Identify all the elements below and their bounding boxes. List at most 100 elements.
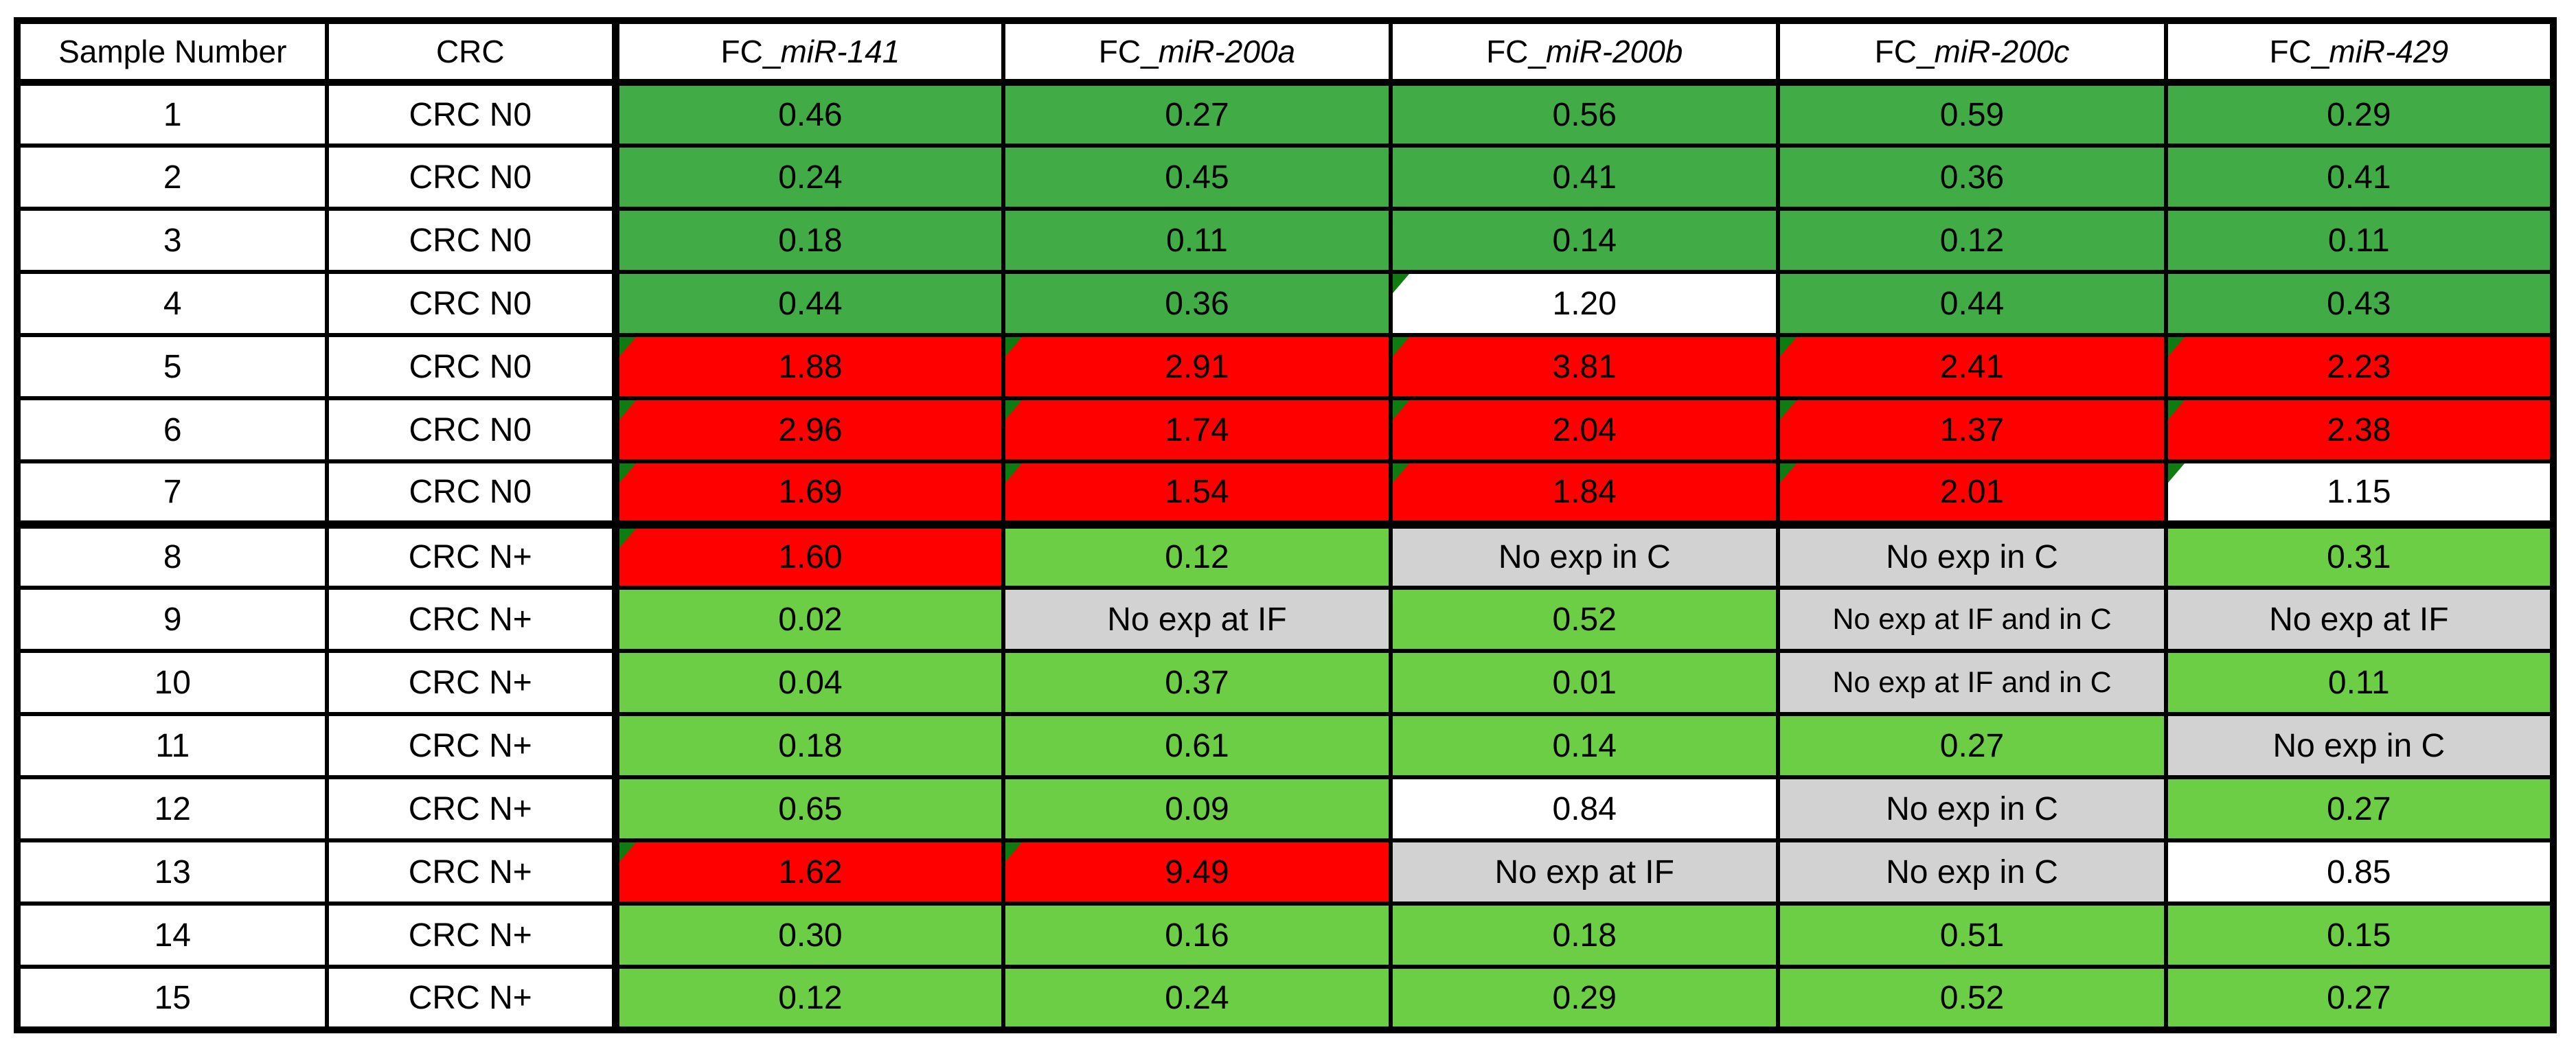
- cell-value: 0.16: [1165, 917, 1229, 954]
- table-row: 7 CRC N0 1.69 1.54 1.84 2.01 1.15: [15, 459, 2556, 529]
- fold-change-cell: No exp at IF and in C: [1776, 649, 2168, 716]
- header-fc-mir-429: FC_miR-429: [2163, 19, 2556, 86]
- table-row: 15 CRC N+ 0.12 0.24 0.29 0.52 0.27: [15, 965, 2556, 1032]
- crc-status-cell: CRC N+: [324, 838, 620, 906]
- fold-change-cell: 0.36: [1001, 270, 1393, 337]
- cell-value: 0.36: [1939, 159, 2005, 196]
- cell-value: 2.96: [778, 411, 843, 448]
- corner-wedge-icon: [1395, 276, 1410, 293]
- cell-value: 0.09: [1165, 790, 1229, 827]
- cell-value: 0.29: [1552, 979, 1617, 1016]
- cell-value: No exp at IF and in C: [1832, 665, 2112, 699]
- cell-value: 0.11: [1166, 222, 1228, 259]
- cell-value: 2.23: [2327, 348, 2391, 385]
- fold-change-cell: 0.27: [2163, 965, 2556, 1032]
- fold-change-cell: 0.29: [1389, 965, 1781, 1032]
- cell-value: 0.46: [778, 96, 843, 133]
- corner-wedge-icon: [619, 845, 637, 862]
- cell-value: 0.52: [1939, 979, 2005, 1016]
- fold-change-cell: 0.30: [613, 902, 1005, 969]
- table-row: 9 CRC N+ 0.02 No exp at IF 0.52 No exp at IF …: [15, 586, 2556, 653]
- cell-value: 1.60: [778, 539, 843, 575]
- header-label: Sample Number: [58, 34, 287, 69]
- cell-value: 0.37: [1165, 664, 1229, 701]
- sample-number-cell: 5: [15, 333, 329, 400]
- cell-value: 0.59: [1939, 96, 2005, 133]
- cell-value: 0.02: [778, 601, 843, 638]
- cell-value: 0.27: [1165, 96, 1229, 133]
- cell-value: 0.36: [1165, 285, 1229, 322]
- cell-value: 9.49: [1165, 853, 1229, 891]
- corner-wedge-icon: [1007, 845, 1022, 862]
- crc-status-cell: CRC N+: [324, 649, 620, 716]
- header-label-italic: miR-200c: [1934, 34, 2070, 69]
- fold-change-cell: 1.84: [1389, 459, 1781, 529]
- cell-value: 0.84: [1552, 790, 1617, 827]
- fold-change-cell: 0.18: [1389, 902, 1781, 969]
- sample-number-cell: 15: [15, 965, 329, 1032]
- fold-change-cell: 1.62: [613, 838, 1005, 906]
- fold-change-cell: 1.60: [613, 522, 1005, 590]
- table-row: 4 CRC N0 0.44 0.36 1.20 0.44 0.43: [15, 270, 2556, 337]
- sample-number-cell: 1: [15, 80, 329, 148]
- cell-value: 0.27: [1939, 727, 2005, 764]
- fold-change-cell: 1.88: [613, 333, 1005, 400]
- header-crc: CRC: [324, 19, 620, 86]
- crc-status-cell: CRC N+: [324, 712, 620, 779]
- fold-change-cell: 1.54: [1001, 459, 1393, 529]
- cell-value: 2.38: [2327, 411, 2391, 448]
- fold-change-cell: No exp in C: [1776, 775, 2168, 842]
- fold-change-cell: No exp in C: [1776, 838, 2168, 906]
- header-label-italic: miR-200b: [1545, 34, 1683, 69]
- cell-value: 1.37: [1939, 411, 2005, 448]
- cell-value: 0.12: [778, 979, 843, 1016]
- crc-status-cell: CRC N0: [324, 143, 620, 211]
- cell-value: No exp in C: [2272, 727, 2446, 764]
- cell-value: 0.44: [1939, 285, 2005, 322]
- fold-change-cell: 2.96: [613, 396, 1005, 463]
- header-label-italic: miR-429: [2329, 34, 2449, 69]
- sample-number-cell: 9: [15, 586, 329, 653]
- fold-change-cell: 0.41: [1389, 143, 1781, 211]
- sample-number-cell: 3: [15, 207, 329, 274]
- fold-change-cell: 2.41: [1776, 333, 2168, 400]
- crc-status-cell: CRC N0: [324, 333, 620, 400]
- cell-value: 1.69: [778, 474, 843, 510]
- fold-change-cell: No exp in C: [1776, 522, 2168, 590]
- table-row: 1 CRC N0 0.46 0.27 0.56 0.59 0.29: [15, 80, 2556, 148]
- cell-value: 0.41: [1552, 159, 1617, 196]
- corner-wedge-icon: [1007, 339, 1022, 356]
- cell-value: No exp at IF: [1494, 853, 1674, 891]
- table-row: 13 CRC N+ 1.62 9.49 No exp at IF No exp in C 0…: [15, 838, 2556, 906]
- header-sample-number: Sample Number: [15, 19, 329, 86]
- fold-change-cell: 0.52: [1389, 586, 1781, 653]
- fold-change-cell: 0.12: [1776, 207, 2168, 274]
- cell-value: 0.18: [778, 727, 843, 764]
- cell-value: 0.52: [1552, 601, 1617, 638]
- table-row: 10 CRC N+ 0.04 0.37 0.01 No exp at IF and in …: [15, 649, 2556, 716]
- table-row: 12 CRC N+ 0.65 0.09 0.84 No exp in C 0.27: [15, 775, 2556, 842]
- cell-value: 0.45: [1165, 159, 1229, 196]
- fold-change-cell: 0.65: [613, 775, 1005, 842]
- fold-change-cell: 0.61: [1001, 712, 1393, 779]
- cell-value: 2.01: [1939, 474, 2005, 510]
- cell-value: 0.24: [1165, 979, 1229, 1016]
- table-row: 5 CRC N0 1.88 2.91 3.81 2.41 2.23: [15, 333, 2556, 400]
- cell-value: 0.11: [2327, 222, 2390, 259]
- fold-change-cell: 0.44: [1776, 270, 2168, 337]
- cell-value: No exp in C: [1886, 790, 2058, 827]
- cell-value: 0.51: [1939, 917, 2005, 954]
- fold-change-cell: 0.11: [2163, 207, 2556, 274]
- sample-number-cell: 7: [15, 459, 329, 529]
- fold-change-cell: 0.16: [1001, 902, 1393, 969]
- fold-change-cell: 2.38: [2163, 396, 2556, 463]
- fold-change-cell: 1.69: [613, 459, 1005, 529]
- fold-change-cell: 0.15: [2163, 902, 2556, 969]
- cell-value: 1.74: [1165, 411, 1229, 448]
- cell-value: 0.18: [1552, 917, 1617, 954]
- fold-change-cell: 0.01: [1389, 649, 1781, 716]
- fold-change-cell: 0.02: [613, 586, 1005, 653]
- table-row: 2 CRC N0 0.24 0.45 0.41 0.36 0.41: [15, 143, 2556, 211]
- fold-change-cell: 0.12: [613, 965, 1005, 1032]
- corner-wedge-icon: [1395, 466, 1410, 483]
